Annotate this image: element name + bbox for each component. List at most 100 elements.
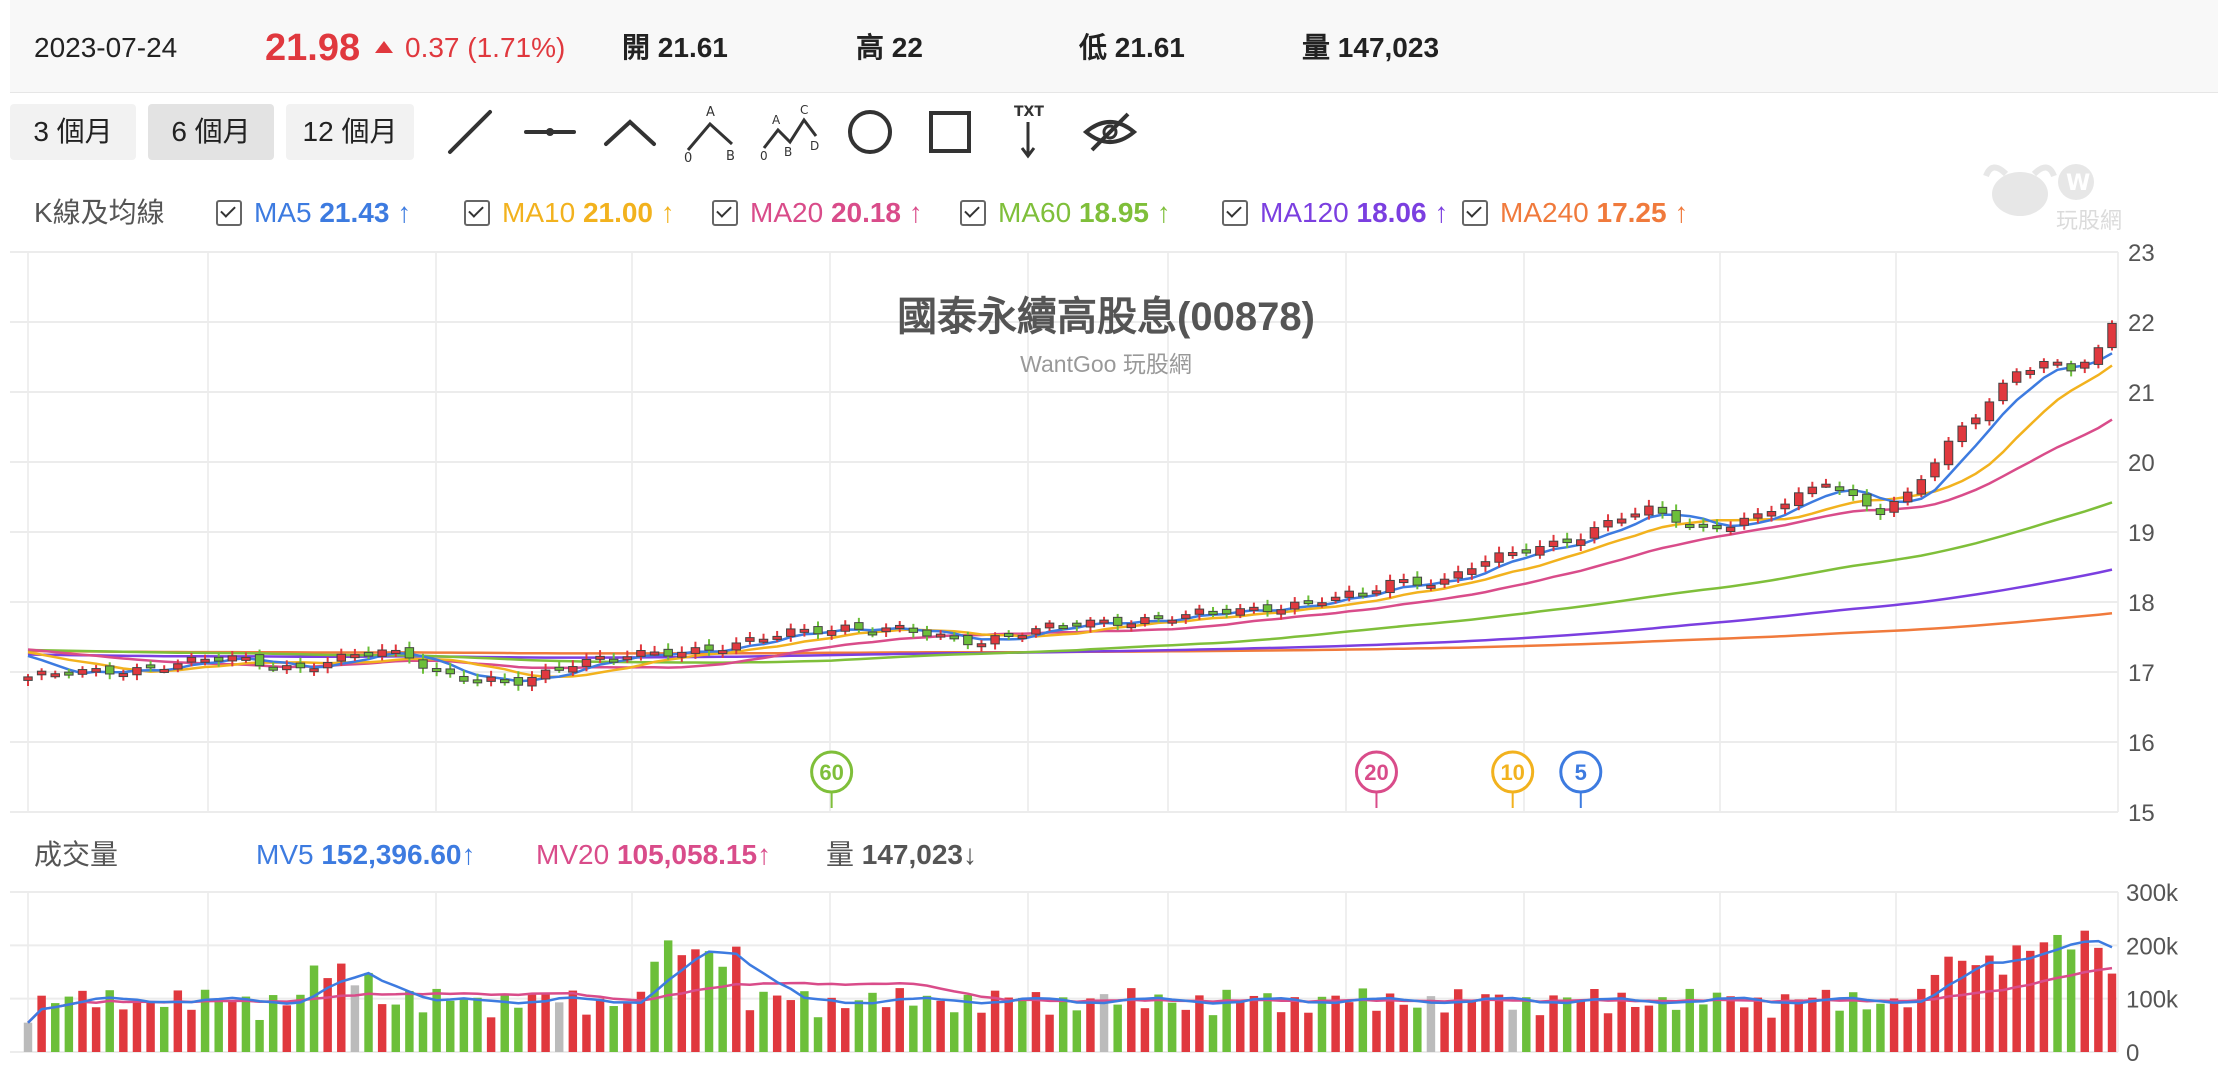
candle-body: [1671, 510, 1681, 523]
checkbox-icon[interactable]: [712, 200, 738, 226]
ma-value: 18.06: [1356, 197, 1427, 228]
svg-text:0: 0: [684, 151, 692, 164]
ma-legend-ma10[interactable]: MA10 21.00 ↑: [464, 190, 675, 236]
range-12m-button[interactable]: 12 個月: [286, 104, 414, 160]
volume-bar: [2080, 930, 2089, 1052]
angle-tool-icon[interactable]: [598, 100, 662, 164]
candle-body: [1371, 590, 1382, 595]
volume-bar: [759, 991, 768, 1052]
volume-bar: [1195, 995, 1204, 1052]
candle-body: [1739, 517, 1749, 526]
chart-subtitle: WantGoo 玩股網: [1020, 351, 1192, 377]
volume-bar: [2107, 973, 2117, 1052]
line-tool-icon[interactable]: [438, 100, 502, 164]
ma-value: 20.18: [830, 197, 902, 228]
svg-text:C: C: [800, 103, 808, 117]
volume-bar: [636, 991, 646, 1052]
volume-bar: [1494, 994, 1504, 1052]
circle-tool-icon[interactable]: [838, 100, 902, 164]
volume-bar: [895, 988, 904, 1052]
candle-body: [1044, 622, 1055, 629]
candle-body: [1426, 584, 1436, 589]
ma-legend-ma120[interactable]: MA120 18.06 ↑: [1222, 190, 1448, 236]
candle-body: [1290, 601, 1300, 610]
candle-body: [568, 666, 578, 673]
svg-text:TXT: TXT: [1014, 104, 1044, 120]
mv-name: MV20: [536, 839, 617, 870]
hide-drawings-icon[interactable]: [1078, 100, 1142, 164]
candle-body: [540, 669, 551, 680]
ma-legend-ma5[interactable]: MA5 21.43 ↑: [216, 190, 411, 236]
volume-bar: [1058, 997, 1068, 1052]
volume-bar: [732, 946, 741, 1052]
checkbox-icon[interactable]: [1222, 200, 1248, 226]
mv-name: 量: [826, 839, 862, 870]
candle-body: [1698, 523, 1709, 528]
rectangle-tool-icon[interactable]: [918, 100, 982, 164]
volume-bar: [1099, 994, 1109, 1052]
quote-low-value: 21.61: [1114, 32, 1185, 63]
price-tick-label: 18: [2128, 590, 2155, 617]
volume-bar: [1726, 996, 1735, 1052]
candle-body: [1480, 561, 1491, 567]
candle-body: [963, 635, 973, 646]
ma-value: 21.43: [319, 197, 390, 228]
candle-body: [1766, 511, 1777, 517]
candle-body: [23, 676, 33, 681]
volume-bar: [990, 990, 1000, 1052]
candle-body: [1467, 568, 1477, 575]
volume-bar: [527, 993, 537, 1052]
checkbox-icon[interactable]: [216, 200, 242, 226]
candle-body: [1916, 479, 1927, 495]
ma-legend-ma240[interactable]: MA240 17.25 ↑: [1462, 190, 1688, 236]
abc-pattern-tool-icon[interactable]: A 0 B: [678, 100, 742, 166]
candle-body: [1031, 628, 1041, 635]
volume-bar: [745, 1010, 755, 1052]
volume-bar: [2039, 942, 2049, 1052]
volume-bar: [1331, 995, 1340, 1052]
volume-bar: [309, 965, 319, 1052]
candle-body: [704, 644, 714, 651]
quote-open-value: 21.61: [657, 32, 728, 63]
checkbox-icon[interactable]: [960, 200, 986, 226]
volume-bar: [1944, 956, 1953, 1052]
candle-body: [1072, 622, 1082, 627]
volume-bar: [1222, 989, 1231, 1052]
horizontal-line-tool-icon[interactable]: [518, 100, 582, 164]
volume-bar: [1263, 993, 1272, 1052]
range-6m-button[interactable]: 6 個月: [148, 104, 274, 160]
ma-legend-ma60[interactable]: MA60 18.95 ↑: [960, 190, 1171, 236]
candle-body: [513, 677, 524, 686]
ma-name: MA240: [1500, 197, 1597, 228]
checkbox-icon[interactable]: [1462, 200, 1488, 226]
candle-body: [1875, 508, 1886, 516]
volume-bar: [1372, 1010, 1381, 1052]
volume-bar: [1549, 995, 1558, 1052]
candle-body: [282, 665, 292, 671]
candle-body: [1521, 549, 1532, 554]
mv-value: 105,058.15: [616, 839, 758, 870]
volume-bar: [1358, 988, 1368, 1052]
candle-body: [322, 661, 333, 669]
svg-text:A: A: [772, 113, 781, 127]
candle-body: [1085, 619, 1096, 628]
text-tool-icon[interactable]: TXT: [998, 100, 1062, 164]
volume-tick-label: 0: [2126, 1040, 2139, 1067]
candle-body: [622, 656, 633, 661]
volume-bar: [173, 990, 183, 1052]
volume-bar: [1985, 955, 1994, 1052]
checkbox-icon[interactable]: [464, 200, 490, 226]
range-3m-button[interactable]: 3 個月: [10, 104, 136, 160]
volume-bar: [704, 951, 714, 1052]
ma10-line: [27, 364, 2113, 679]
volume-bar: [786, 1000, 795, 1052]
volume-bar: [268, 995, 278, 1052]
ma-legend-ma20[interactable]: MA20 20.18 ↑: [712, 190, 923, 236]
abcd-pattern-tool-icon[interactable]: A C 0 B D: [758, 100, 822, 164]
volume-bar: [105, 990, 114, 1052]
volume-tick-label: 300k: [2126, 880, 2179, 907]
candle-body: [200, 658, 210, 663]
candle-body: [1017, 635, 1028, 640]
volume-bar: [146, 1002, 155, 1052]
